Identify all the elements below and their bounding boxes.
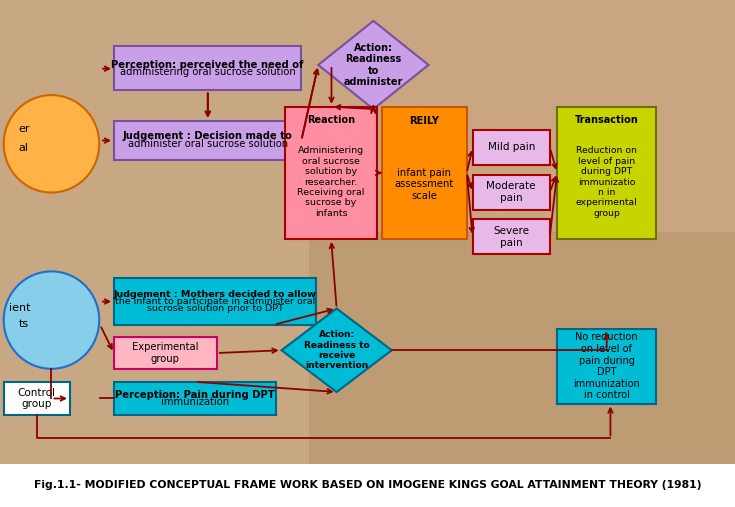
Text: Severe
pain: Severe pain: [493, 226, 529, 247]
FancyBboxPatch shape: [114, 278, 316, 325]
FancyBboxPatch shape: [114, 337, 217, 369]
FancyBboxPatch shape: [4, 382, 70, 415]
Text: Transaction: Transaction: [575, 115, 639, 125]
FancyBboxPatch shape: [557, 330, 656, 404]
Polygon shape: [309, 0, 735, 464]
Text: infant pain
assessment
scale: infant pain assessment scale: [395, 168, 454, 201]
Text: Action:
Readiness to
receive
intervention: Action: Readiness to receive interventio…: [304, 330, 370, 370]
Text: al: al: [18, 143, 29, 153]
Text: ts: ts: [18, 319, 29, 329]
FancyBboxPatch shape: [285, 106, 377, 239]
Text: sucrose solution prior to DPT: sucrose solution prior to DPT: [146, 304, 284, 313]
Text: Moderate
pain: Moderate pain: [487, 182, 536, 203]
FancyBboxPatch shape: [114, 382, 276, 415]
FancyBboxPatch shape: [114, 121, 301, 160]
Text: Action:
Readiness
to
administer: Action: Readiness to administer: [344, 43, 403, 87]
Text: ient: ient: [9, 303, 30, 313]
Text: Reduction on
level of pain
during DPT
immunizatio
n in
experimental
group: Reduction on level of pain during DPT im…: [576, 147, 638, 218]
FancyBboxPatch shape: [473, 220, 550, 254]
FancyBboxPatch shape: [473, 175, 550, 210]
Text: Reaction: Reaction: [307, 115, 355, 125]
Text: administering oral sucrose solution: administering oral sucrose solution: [120, 67, 295, 77]
Ellipse shape: [4, 95, 99, 193]
Text: Experimental
group: Experimental group: [132, 342, 198, 364]
FancyBboxPatch shape: [114, 46, 301, 90]
Text: Administering
oral sucrose
solution by
researcher.
Receiving oral
sucrose by
inf: Administering oral sucrose solution by r…: [298, 147, 365, 218]
Text: Judgement : Decision made to: Judgement : Decision made to: [123, 131, 293, 141]
Polygon shape: [309, 0, 735, 232]
FancyBboxPatch shape: [557, 106, 656, 239]
Ellipse shape: [4, 271, 99, 369]
Polygon shape: [282, 308, 392, 392]
Text: Judgement : Mothers decided to allow: Judgement : Mothers decided to allow: [113, 290, 317, 299]
FancyBboxPatch shape: [473, 130, 550, 165]
Text: administer oral sucrose solution: administer oral sucrose solution: [128, 139, 287, 149]
Text: immunization: immunization: [161, 397, 229, 407]
Text: Perception: perceived the need of: Perception: perceived the need of: [112, 60, 304, 69]
Text: Control
group: Control group: [18, 388, 56, 409]
Text: er: er: [18, 124, 30, 134]
Text: Fig.1.1- MODIFIED CONCEPTUAL FRAME WORK BASED ON IMOGENE KINGS GOAL ATTAINMENT T: Fig.1.1- MODIFIED CONCEPTUAL FRAME WORK …: [34, 481, 701, 490]
Text: Mild pain: Mild pain: [487, 142, 535, 152]
Text: Perception: Pain during DPT: Perception: Pain during DPT: [115, 390, 275, 400]
Text: No reduction
on level of
pain during
DPT
immunization
in control: No reduction on level of pain during DPT…: [573, 333, 640, 401]
FancyBboxPatch shape: [382, 106, 467, 239]
Text: REILY: REILY: [409, 116, 440, 126]
Polygon shape: [318, 21, 429, 109]
Text: the infant to participate in administer oral: the infant to participate in administer …: [115, 297, 315, 306]
